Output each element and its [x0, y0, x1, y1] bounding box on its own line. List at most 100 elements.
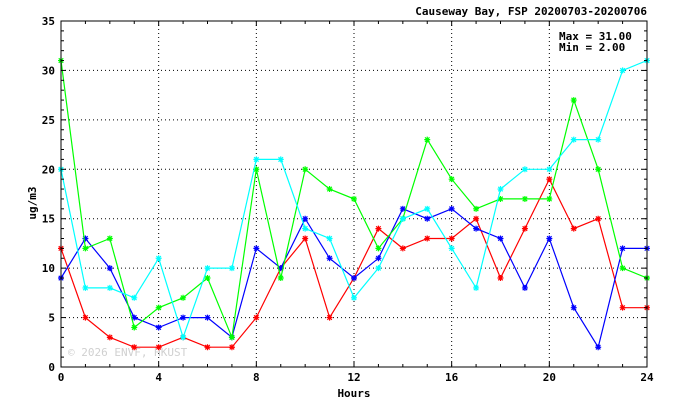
data-point	[570, 136, 577, 143]
data-point	[351, 294, 357, 301]
data-point	[448, 205, 455, 212]
data-point	[131, 344, 138, 351]
data-point	[448, 235, 455, 242]
data-point	[473, 215, 480, 222]
data-point	[204, 275, 211, 282]
data-point	[521, 166, 528, 173]
data-point	[253, 245, 260, 252]
data-point	[204, 314, 211, 321]
max-annotation: Max = 31.00	[559, 30, 632, 43]
data-point	[570, 225, 577, 232]
data-point	[595, 166, 602, 173]
data-point	[497, 195, 504, 202]
data-point	[424, 205, 431, 212]
data-point	[228, 265, 235, 272]
data-point	[277, 265, 284, 272]
y-tick-label: 5	[48, 312, 55, 325]
data-point	[155, 344, 162, 351]
chart-title: Causeway Bay, FSP 20200703-20200706	[415, 5, 647, 18]
y-tick-label: 35	[42, 15, 55, 28]
data-point	[521, 284, 528, 291]
data-point	[351, 275, 357, 282]
y-tick-label: 20	[42, 163, 55, 176]
data-point	[424, 215, 431, 222]
data-point	[473, 205, 480, 212]
data-point	[595, 215, 602, 222]
data-point	[228, 344, 235, 351]
data-point	[131, 294, 138, 301]
data-point	[106, 334, 113, 341]
data-point	[448, 176, 455, 183]
y-axis-label: ug/m3	[26, 186, 39, 219]
y-tick-label: 25	[42, 114, 55, 127]
watermark: © 2026 ENVF, HKUST	[68, 346, 188, 359]
data-point	[204, 265, 211, 272]
data-point	[277, 156, 284, 163]
data-point	[375, 245, 382, 252]
axis-ticks: 0 5 10 15 20 25 30 35 0 4 8 12 16 20 24	[42, 15, 654, 384]
data-point	[253, 156, 260, 163]
data-point	[595, 136, 602, 143]
data-point	[204, 344, 211, 351]
data-point	[424, 136, 431, 143]
data-point	[326, 235, 333, 242]
x-tick-label: 4	[155, 371, 162, 384]
x-tick-label: 8	[253, 371, 260, 384]
data-point	[521, 195, 528, 202]
data-point	[82, 284, 89, 291]
data-point	[570, 97, 577, 104]
data-point	[82, 235, 89, 242]
data-point	[131, 314, 138, 321]
data-point	[375, 255, 382, 262]
x-tick-label: 24	[640, 371, 654, 384]
data-point	[131, 324, 138, 331]
data-point	[302, 166, 309, 173]
data-point	[253, 166, 260, 173]
x-tick-label: 0	[58, 371, 65, 384]
data-point	[546, 176, 553, 183]
data-point	[619, 245, 626, 252]
y-tick-label: 30	[42, 64, 55, 77]
data-point	[326, 255, 333, 262]
data-point	[399, 215, 406, 222]
data-point	[351, 195, 357, 202]
data-point	[106, 284, 113, 291]
min-annotation: Min = 2.00	[559, 41, 625, 54]
data-point	[180, 314, 187, 321]
data-point	[619, 67, 626, 74]
data-point	[546, 166, 553, 173]
data-point	[546, 235, 553, 242]
data-point	[82, 314, 89, 321]
data-point	[424, 235, 431, 242]
data-point	[546, 195, 553, 202]
data-point	[619, 304, 626, 311]
data-point	[155, 304, 162, 311]
data-point	[302, 215, 309, 222]
x-tick-label: 20	[543, 371, 556, 384]
data-point	[106, 265, 113, 272]
data-point	[228, 334, 235, 341]
data-point	[497, 235, 504, 242]
data-point	[82, 245, 89, 252]
data-point	[448, 245, 455, 252]
data-point	[399, 245, 406, 252]
x-tick-label: 12	[347, 371, 360, 384]
data-point	[253, 314, 260, 321]
data-point	[521, 225, 528, 232]
data-point	[570, 304, 577, 311]
data-point	[302, 225, 309, 232]
data-point	[326, 314, 333, 321]
data-point	[155, 324, 162, 331]
data-point	[619, 265, 626, 272]
data-point	[399, 205, 406, 212]
y-tick-label: 10	[42, 262, 55, 275]
data-point	[595, 344, 602, 351]
y-tick-label: 0	[48, 361, 55, 374]
x-axis-label: Hours	[337, 387, 370, 400]
data-point	[473, 284, 480, 291]
data-point	[180, 294, 187, 301]
y-tick-label: 15	[42, 213, 55, 226]
data-point	[155, 255, 162, 262]
x-tick-label: 16	[445, 371, 459, 384]
